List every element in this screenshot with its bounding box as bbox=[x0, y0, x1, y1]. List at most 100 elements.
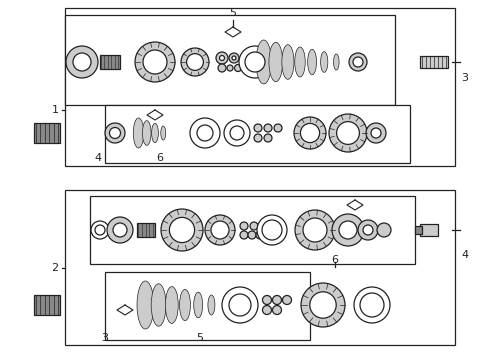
Ellipse shape bbox=[262, 306, 271, 315]
Ellipse shape bbox=[207, 295, 214, 315]
Ellipse shape bbox=[309, 292, 336, 318]
Text: 3: 3 bbox=[461, 73, 468, 83]
Ellipse shape bbox=[218, 64, 225, 72]
Ellipse shape bbox=[109, 127, 120, 139]
Ellipse shape bbox=[91, 221, 109, 239]
Ellipse shape bbox=[264, 124, 271, 132]
Ellipse shape bbox=[359, 293, 383, 317]
Text: 5: 5 bbox=[196, 333, 203, 343]
Bar bbox=[34, 295, 60, 315]
Ellipse shape bbox=[282, 296, 291, 305]
Ellipse shape bbox=[239, 46, 270, 78]
Ellipse shape bbox=[181, 48, 208, 76]
Ellipse shape bbox=[370, 128, 380, 138]
Ellipse shape bbox=[204, 215, 235, 245]
Ellipse shape bbox=[353, 287, 389, 323]
Ellipse shape bbox=[151, 123, 158, 143]
Ellipse shape bbox=[222, 287, 258, 323]
Text: 6: 6 bbox=[331, 255, 338, 265]
Ellipse shape bbox=[257, 215, 286, 245]
Ellipse shape bbox=[165, 287, 178, 323]
Ellipse shape bbox=[216, 52, 227, 64]
Ellipse shape bbox=[228, 294, 250, 316]
Ellipse shape bbox=[352, 57, 362, 67]
Bar bbox=[100, 55, 120, 69]
Ellipse shape bbox=[210, 221, 228, 239]
Ellipse shape bbox=[66, 46, 98, 78]
Text: 4: 4 bbox=[94, 153, 102, 163]
Bar bbox=[65, 15, 394, 105]
Ellipse shape bbox=[179, 289, 190, 321]
Text: 4: 4 bbox=[461, 250, 468, 260]
Ellipse shape bbox=[262, 296, 271, 305]
Text: 5: 5 bbox=[229, 8, 236, 18]
Ellipse shape bbox=[253, 134, 262, 142]
Ellipse shape bbox=[142, 121, 151, 145]
Ellipse shape bbox=[135, 42, 175, 82]
Ellipse shape bbox=[256, 231, 264, 239]
Bar bbox=[90, 196, 414, 264]
Text: 2: 2 bbox=[51, 263, 59, 273]
Ellipse shape bbox=[228, 53, 239, 63]
Ellipse shape bbox=[224, 120, 249, 146]
Ellipse shape bbox=[348, 53, 366, 71]
Ellipse shape bbox=[253, 124, 262, 132]
Ellipse shape bbox=[301, 283, 345, 327]
Bar bbox=[65, 8, 454, 166]
Bar bbox=[34, 123, 60, 143]
Ellipse shape bbox=[273, 124, 282, 132]
Ellipse shape bbox=[186, 54, 203, 71]
Ellipse shape bbox=[281, 45, 293, 79]
Ellipse shape bbox=[320, 52, 327, 72]
Ellipse shape bbox=[294, 210, 334, 250]
Ellipse shape bbox=[190, 118, 220, 148]
Bar bbox=[414, 226, 421, 234]
Ellipse shape bbox=[169, 217, 194, 243]
Ellipse shape bbox=[231, 56, 236, 60]
Ellipse shape bbox=[234, 64, 241, 72]
Ellipse shape bbox=[197, 125, 213, 141]
Ellipse shape bbox=[226, 65, 232, 71]
Bar bbox=[419, 56, 447, 68]
Ellipse shape bbox=[365, 123, 385, 143]
Ellipse shape bbox=[300, 123, 319, 143]
Ellipse shape bbox=[262, 220, 282, 240]
Ellipse shape bbox=[219, 55, 224, 60]
Ellipse shape bbox=[268, 42, 282, 82]
Text: 6: 6 bbox=[156, 153, 163, 163]
Ellipse shape bbox=[142, 50, 167, 74]
Ellipse shape bbox=[294, 47, 305, 77]
Ellipse shape bbox=[113, 223, 127, 237]
Ellipse shape bbox=[240, 231, 247, 239]
Ellipse shape bbox=[133, 118, 143, 148]
Ellipse shape bbox=[240, 222, 247, 230]
Ellipse shape bbox=[161, 126, 165, 140]
Ellipse shape bbox=[331, 214, 363, 246]
Bar bbox=[105, 105, 409, 163]
Ellipse shape bbox=[272, 296, 281, 305]
Text: 3: 3 bbox=[102, 333, 108, 343]
Text: 1: 1 bbox=[51, 105, 59, 115]
Ellipse shape bbox=[303, 218, 326, 242]
Ellipse shape bbox=[264, 134, 271, 142]
Ellipse shape bbox=[73, 53, 91, 71]
Ellipse shape bbox=[137, 281, 154, 329]
Ellipse shape bbox=[105, 123, 125, 143]
Ellipse shape bbox=[307, 49, 316, 75]
Ellipse shape bbox=[256, 40, 271, 84]
Ellipse shape bbox=[247, 231, 256, 239]
Ellipse shape bbox=[249, 222, 258, 230]
Ellipse shape bbox=[161, 209, 203, 251]
Ellipse shape bbox=[357, 220, 377, 240]
Ellipse shape bbox=[328, 114, 366, 152]
Ellipse shape bbox=[151, 284, 166, 326]
Ellipse shape bbox=[244, 52, 264, 72]
Ellipse shape bbox=[193, 292, 202, 318]
Ellipse shape bbox=[229, 126, 244, 140]
Ellipse shape bbox=[95, 225, 105, 235]
Bar bbox=[419, 224, 437, 236]
Ellipse shape bbox=[336, 122, 359, 144]
Ellipse shape bbox=[362, 225, 372, 235]
Ellipse shape bbox=[272, 306, 281, 315]
Ellipse shape bbox=[376, 223, 390, 237]
